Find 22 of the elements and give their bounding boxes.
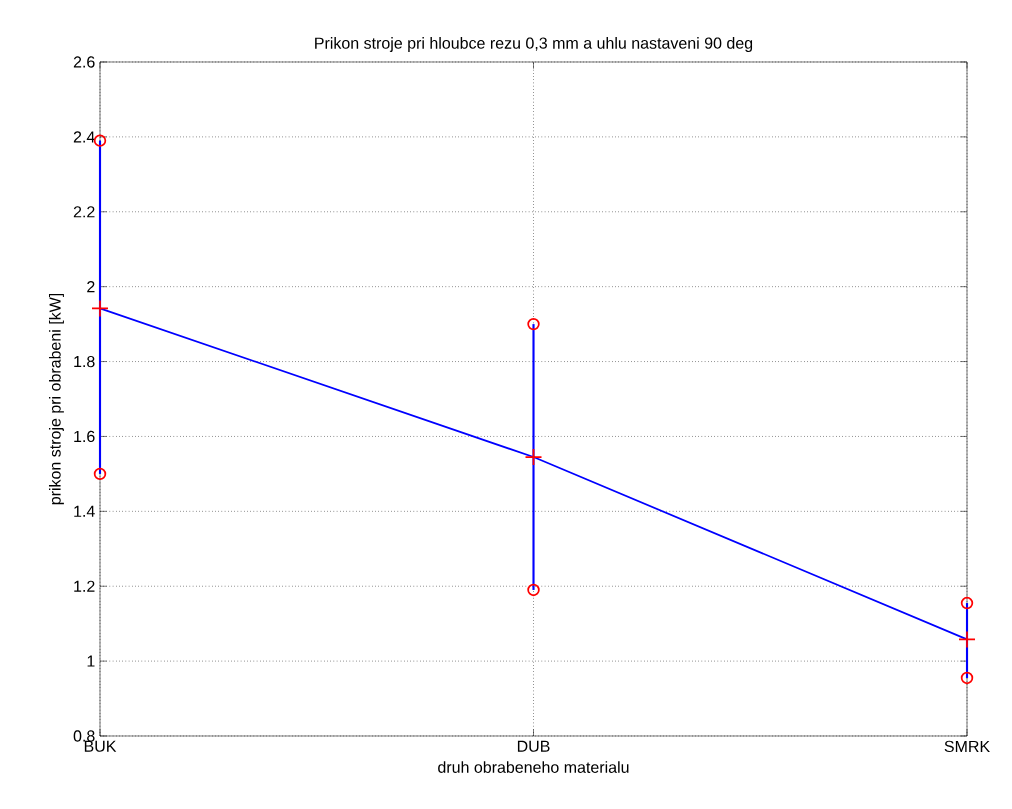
point [93, 467, 107, 481]
y-tick-label: 0.8 [73, 730, 95, 742]
y-tick-label: 1 [87, 655, 95, 667]
chart-title: Prikon stroje pri hloubce rezu 0,3 mm a uhlu nastaveni 90 deg [315, 37, 753, 52]
y-tick-label: 2.6 [73, 56, 95, 68]
point [93, 134, 107, 147]
point [527, 583, 540, 597]
y-tick-label: 2 [87, 281, 95, 293]
x-tick-label: DUB [517, 740, 550, 752]
y-tick-label: 1.2 [74, 580, 95, 592]
point [960, 671, 974, 685]
y-axis-title: prikon stroje pri obrabeni [kW] [48, 293, 64, 505]
x-axis-title: druh obrabeneho materialu [438, 761, 629, 773]
y-tick-label: 1.6 [74, 430, 95, 443]
y-tick-label: 1.8 [74, 355, 95, 368]
y-tick-label: 2.2 [73, 206, 95, 218]
point [960, 596, 974, 610]
point [527, 317, 540, 331]
x-tick-label: BUK [84, 740, 117, 752]
y-tick-label: 1.4 [74, 505, 95, 517]
y-tick-label: 2.4 [73, 131, 95, 143]
x-tick-label: SMRK [944, 740, 990, 753]
